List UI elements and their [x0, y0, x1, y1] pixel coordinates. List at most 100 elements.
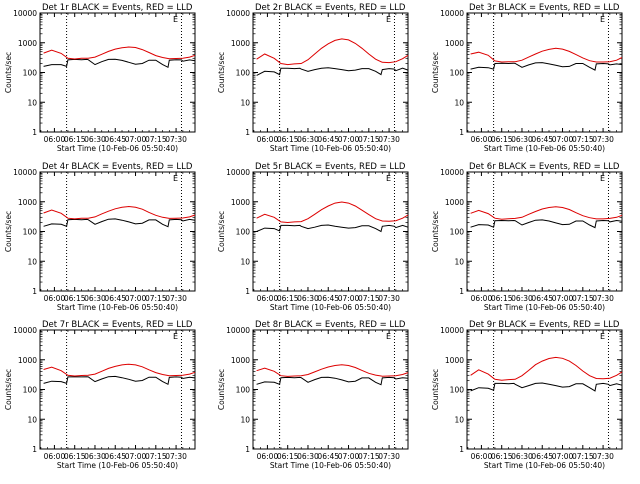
xtick-label: 06:45: [531, 294, 553, 303]
xtick-label: 06:45: [531, 452, 553, 461]
xtick-label: 06:15: [64, 452, 86, 461]
x-axis-label: Start Time (10-Feb-06 05:50:40): [57, 461, 178, 470]
xtick-label: 06:45: [317, 452, 339, 461]
ytick-label: 10000: [440, 9, 464, 18]
xtick-label: 06:30: [297, 135, 319, 144]
xtick-label: 06:30: [297, 294, 319, 303]
ytick-label: 10000: [13, 168, 37, 177]
y-axis-label: Counts/sec: [431, 52, 440, 93]
series-line-black: [470, 219, 623, 229]
panel-det-2: Det 2r BLACK = Events, RED = LLD E 1 10 100 1…: [217, 3, 409, 153]
corner-glyph: E: [600, 332, 605, 341]
panel-det-6: Det 6r BLACK = Events, RED = LLD E 1 10 100 1…: [431, 162, 623, 312]
series-line-red: [43, 46, 196, 60]
ytick-label: 10: [240, 98, 250, 107]
y-axis-label: Counts/sec: [431, 211, 440, 252]
xtick-label: 07:15: [572, 294, 594, 303]
series-line-red: [256, 364, 409, 377]
x-axis-label: Start Time (10-Feb-06 05:50:40): [270, 144, 391, 153]
series-line-red: [470, 206, 623, 220]
xtick-label: 06:45: [104, 135, 126, 144]
ytick-label: 1000: [18, 39, 37, 48]
xtick-label: 06:00: [257, 294, 279, 303]
xtick-label: 07:30: [165, 294, 187, 303]
xtick-label: 06:45: [317, 135, 339, 144]
plot-frame: [39, 171, 196, 292]
ytick-label: 10: [454, 415, 464, 424]
ytick-label: 10: [27, 415, 37, 424]
ytick-label: 1000: [445, 39, 464, 48]
xtick-label: 06:00: [44, 135, 66, 144]
xtick-label: 07:30: [592, 135, 614, 144]
plot-frame: [466, 171, 623, 292]
xtick-label: 07:15: [358, 135, 380, 144]
xtick-label: 06:15: [491, 452, 513, 461]
series-line-black: [256, 67, 409, 76]
x-axis-label: Start Time (10-Feb-06 05:50:40): [270, 303, 391, 312]
xtick-label: 06:00: [257, 135, 279, 144]
x-axis-label: Start Time (10-Feb-06 05:50:40): [484, 303, 605, 312]
xtick-label: 06:00: [44, 452, 66, 461]
series-line-black: [43, 375, 196, 386]
ytick-label: 100: [450, 69, 465, 78]
x-axis-label: Start Time (10-Feb-06 05:50:40): [484, 144, 605, 153]
xtick-label: 07:15: [145, 135, 167, 144]
series-line-black: [43, 218, 196, 228]
corner-glyph: E: [173, 332, 178, 341]
ytick-label: 1: [32, 445, 37, 454]
panel-det-5: Det 5r BLACK = Events, RED = LLD E 1 10 100 1…: [217, 162, 409, 312]
ytick-label: 1000: [231, 198, 250, 207]
ytick-label: 100: [23, 69, 38, 78]
xtick-label: 07:00: [125, 294, 147, 303]
xtick-label: 07:15: [572, 135, 594, 144]
xtick-label: 06:15: [491, 294, 513, 303]
ytick-label: 10000: [226, 168, 250, 177]
x-axis-label: Start Time (10-Feb-06 05:50:40): [57, 303, 178, 312]
xtick-label: 07:00: [552, 294, 574, 303]
series-line-black: [470, 62, 623, 71]
xtick-label: 06:30: [511, 294, 533, 303]
corner-glyph: E: [173, 15, 178, 24]
series-line-red: [256, 201, 409, 224]
xtick-label: 06:15: [277, 294, 299, 303]
corner-glyph: E: [386, 15, 391, 24]
series-line-red: [470, 47, 623, 63]
xtick-label: 07:30: [378, 294, 400, 303]
ytick-label: 1000: [231, 356, 250, 365]
ytick-label: 10000: [13, 326, 37, 335]
xtick-label: 07:00: [125, 452, 147, 461]
xtick-label: 07:00: [338, 452, 360, 461]
xtick-label: 06:15: [491, 135, 513, 144]
panel-title: Det 8r BLACK = Events, RED = LLD: [255, 320, 406, 330]
ytick-label: 1: [245, 445, 250, 454]
xtick-label: 07:15: [358, 452, 380, 461]
xtick-label: 06:45: [531, 135, 553, 144]
panel-title: Det 5r BLACK = Events, RED = LLD: [255, 162, 406, 172]
xtick-label: 06:00: [471, 135, 493, 144]
ytick-label: 1: [459, 128, 464, 137]
xtick-label: 07:00: [338, 135, 360, 144]
y-axis-label: Counts/sec: [4, 369, 13, 410]
xtick-label: 06:45: [104, 452, 126, 461]
y-axis-label: Counts/sec: [217, 52, 226, 93]
ytick-label: 10: [454, 98, 464, 107]
series-line-red: [43, 205, 196, 220]
panel-title: Det 6r BLACK = Events, RED = LLD: [469, 162, 620, 172]
ytick-label: 1: [245, 287, 250, 296]
ytick-label: 10000: [13, 9, 37, 18]
y-axis-label: Counts/sec: [217, 369, 226, 410]
xtick-label: 06:15: [277, 452, 299, 461]
xtick-label: 07:15: [572, 452, 594, 461]
corner-glyph: E: [600, 174, 605, 183]
ytick-label: 1000: [445, 356, 464, 365]
x-axis-label: Start Time (10-Feb-06 05:50:40): [57, 144, 178, 153]
xtick-label: 07:30: [378, 135, 400, 144]
panel-det-9: Det 9r BLACK = Events, RED = LLD E 1 10 100 1…: [431, 320, 623, 470]
series-line-red: [43, 363, 196, 377]
panel-title: Det 9r BLACK = Events, RED = LLD: [469, 320, 620, 330]
plot-frame: [39, 329, 196, 450]
ytick-label: 1: [32, 287, 37, 296]
panel-title: Det 1r BLACK = Events, RED = LLD: [42, 3, 193, 13]
x-axis-label: Start Time (10-Feb-06 05:50:40): [270, 461, 391, 470]
